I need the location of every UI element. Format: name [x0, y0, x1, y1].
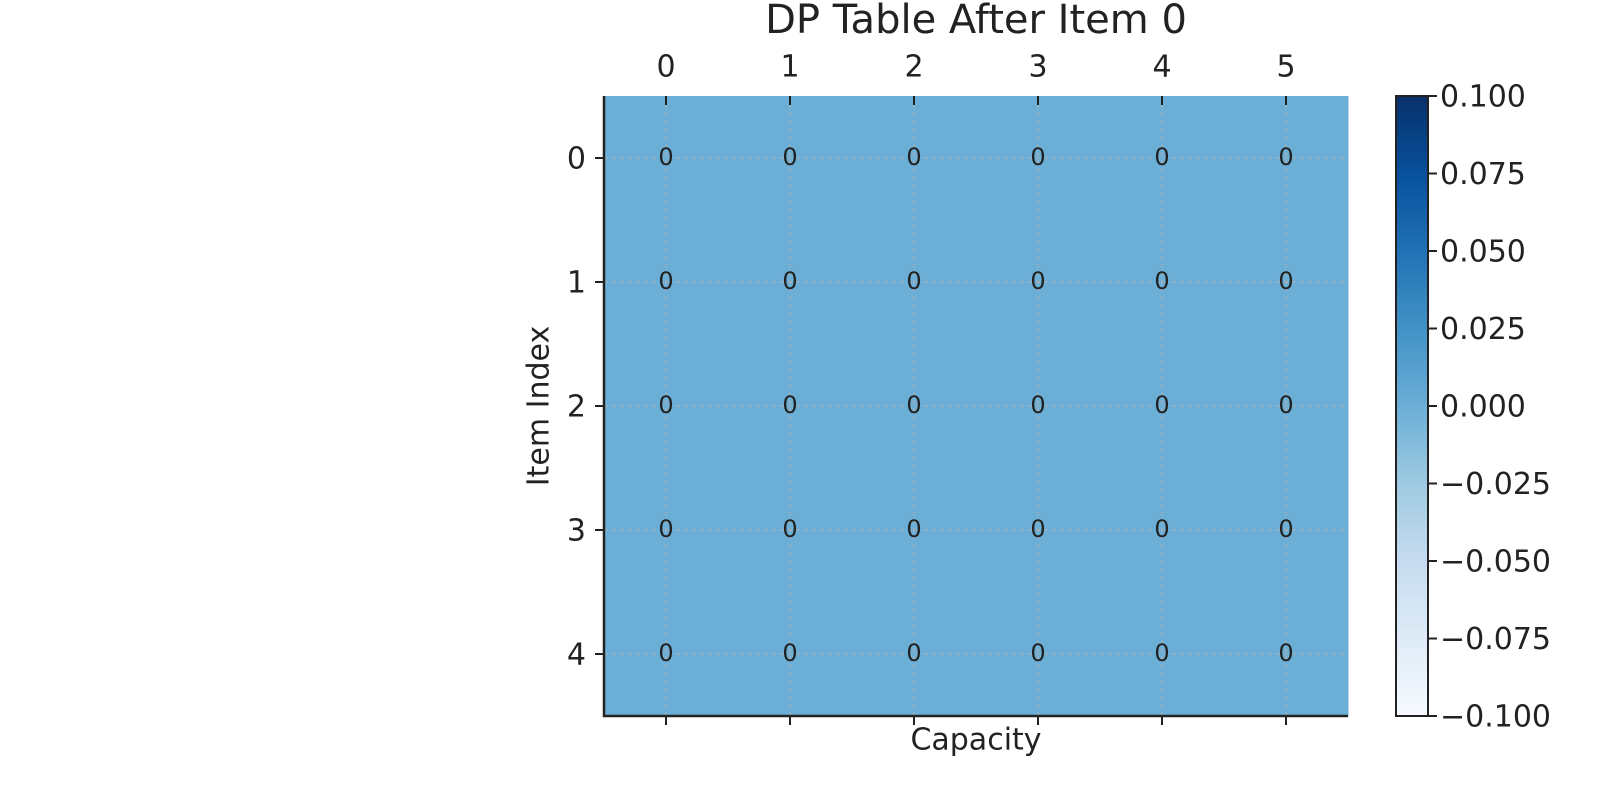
- heatmap-cell: [852, 592, 977, 717]
- cell-label: 0: [1154, 143, 1169, 171]
- cell-label: 0: [1030, 515, 1045, 543]
- cell-label: 0: [1278, 391, 1293, 419]
- cell-label: 0: [906, 267, 921, 295]
- axis-spine: [602, 96, 1348, 718]
- colorbar-tick-label: 0.050: [1440, 235, 1526, 270]
- heatmap-cell: [852, 96, 977, 221]
- heatmap-cell: [1100, 344, 1225, 469]
- cell-label: 0: [658, 639, 673, 667]
- cell-label: 0: [1154, 639, 1169, 667]
- heatmap-cell: [604, 592, 729, 717]
- chart-title: DP Table After Item 0: [765, 0, 1187, 43]
- colorbar-tick-label: 0.100: [1440, 80, 1526, 115]
- heatmap-cell: [852, 344, 977, 469]
- cell-label: 0: [1030, 267, 1045, 295]
- cell-label: 0: [906, 515, 921, 543]
- cell-label: 0: [782, 515, 797, 543]
- x-tick-label: 5: [1276, 50, 1295, 85]
- cell-label: 0: [658, 515, 673, 543]
- y-tick-label: 1: [567, 266, 586, 301]
- x-tick-label: 1: [780, 50, 799, 85]
- colorbar-tick-label: −0.025: [1440, 467, 1551, 502]
- x-tick-label: 0: [656, 50, 675, 85]
- cell-label: 0: [1154, 267, 1169, 295]
- cell-label: 0: [1154, 391, 1169, 419]
- cell-label: 0: [1278, 143, 1293, 171]
- colorbar: [1395, 95, 1429, 717]
- cell-label: 0: [782, 143, 797, 171]
- x-tick-label: 3: [1028, 50, 1047, 85]
- cell-label: 0: [1030, 639, 1045, 667]
- heatmap-cell: [1100, 96, 1225, 221]
- cell-label: 0: [906, 391, 921, 419]
- y-tick-label: 3: [567, 514, 586, 549]
- colorbar-tick-label: −0.100: [1440, 700, 1551, 735]
- colorbar-tick-label: −0.075: [1440, 622, 1551, 657]
- cell-label: 0: [1154, 515, 1169, 543]
- cell-label: 0: [1030, 391, 1045, 419]
- colorbar-tick-label: 0.000: [1440, 390, 1526, 425]
- cell-label: 0: [782, 639, 797, 667]
- cell-label: 0: [1278, 515, 1293, 543]
- y-tick-label: 0: [567, 142, 586, 177]
- x-axis-label: Capacity: [910, 723, 1041, 758]
- cell-label: 0: [658, 267, 673, 295]
- cell-label: 0: [658, 143, 673, 171]
- cell-label: 0: [1030, 143, 1045, 171]
- heatmap-cell: [604, 344, 729, 469]
- cell-label: 0: [1278, 267, 1293, 295]
- heatmap-cell: [604, 96, 729, 221]
- heatmap-cell: [1100, 592, 1225, 717]
- cell-label: 0: [782, 267, 797, 295]
- y-tick-label: 4: [567, 638, 586, 673]
- cell-label: 0: [782, 391, 797, 419]
- colorbar-tick-label: 0.075: [1440, 157, 1526, 192]
- cell-label: 0: [906, 639, 921, 667]
- x-tick-label: 4: [1152, 50, 1171, 85]
- colorbar-tick-label: −0.050: [1440, 545, 1551, 580]
- x-tick-label: 2: [904, 50, 923, 85]
- cell-label: 0: [1278, 639, 1293, 667]
- y-tick-label: 2: [567, 390, 586, 425]
- cell-label: 0: [906, 143, 921, 171]
- colorbar-tick-label: 0.025: [1440, 312, 1526, 347]
- cell-label: 0: [658, 391, 673, 419]
- y-axis-label: Item Index: [522, 326, 557, 486]
